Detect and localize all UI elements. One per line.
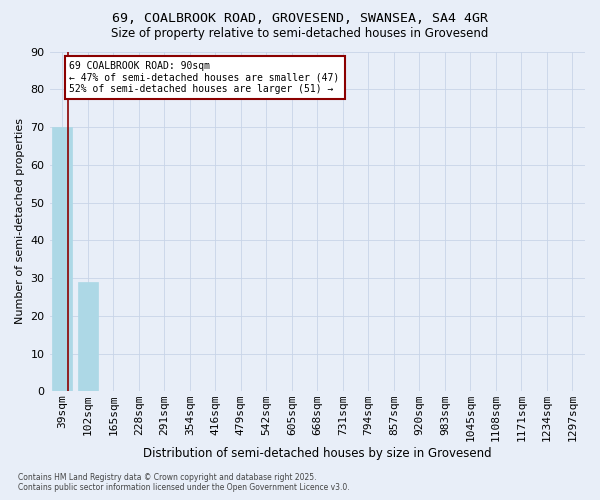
Text: Contains HM Land Registry data © Crown copyright and database right 2025.
Contai: Contains HM Land Registry data © Crown c… (18, 473, 350, 492)
Text: 69 COALBROOK ROAD: 90sqm
← 47% of semi-detached houses are smaller (47)
52% of s: 69 COALBROOK ROAD: 90sqm ← 47% of semi-d… (70, 61, 340, 94)
Bar (52, 127, 73, 392)
Y-axis label: Number of semi-detached properties: Number of semi-detached properties (15, 118, 25, 324)
X-axis label: Distribution of semi-detached houses by size in Grovesend: Distribution of semi-detached houses by … (143, 447, 491, 460)
Bar (77, 282, 98, 392)
Text: 69, COALBROOK ROAD, GROVESEND, SWANSEA, SA4 4GR: 69, COALBROOK ROAD, GROVESEND, SWANSEA, … (112, 12, 488, 26)
Text: Size of property relative to semi-detached houses in Grovesend: Size of property relative to semi-detach… (112, 28, 488, 40)
